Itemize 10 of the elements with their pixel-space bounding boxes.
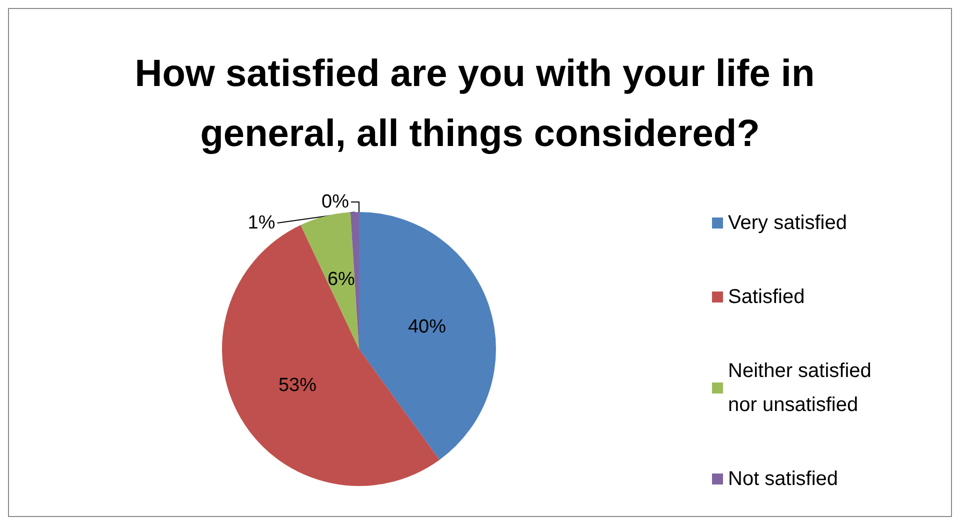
text: 0% <box>322 192 349 212</box>
chart-title: How satisfied are you with your life in general, all things considered? <box>134 53 826 155</box>
legend-label: Very satisfied <box>728 212 847 234</box>
data-label: 40% <box>408 316 446 338</box>
data-label: 53% <box>278 374 317 396</box>
legend-label: Neither satisfied nor unsatisfied <box>728 360 877 416</box>
legend-label: Satisfied <box>728 286 805 308</box>
legend-label: Not satisfied <box>728 468 838 490</box>
data-label: 6% <box>327 269 356 290</box>
data-label: 1% <box>248 212 276 234</box>
